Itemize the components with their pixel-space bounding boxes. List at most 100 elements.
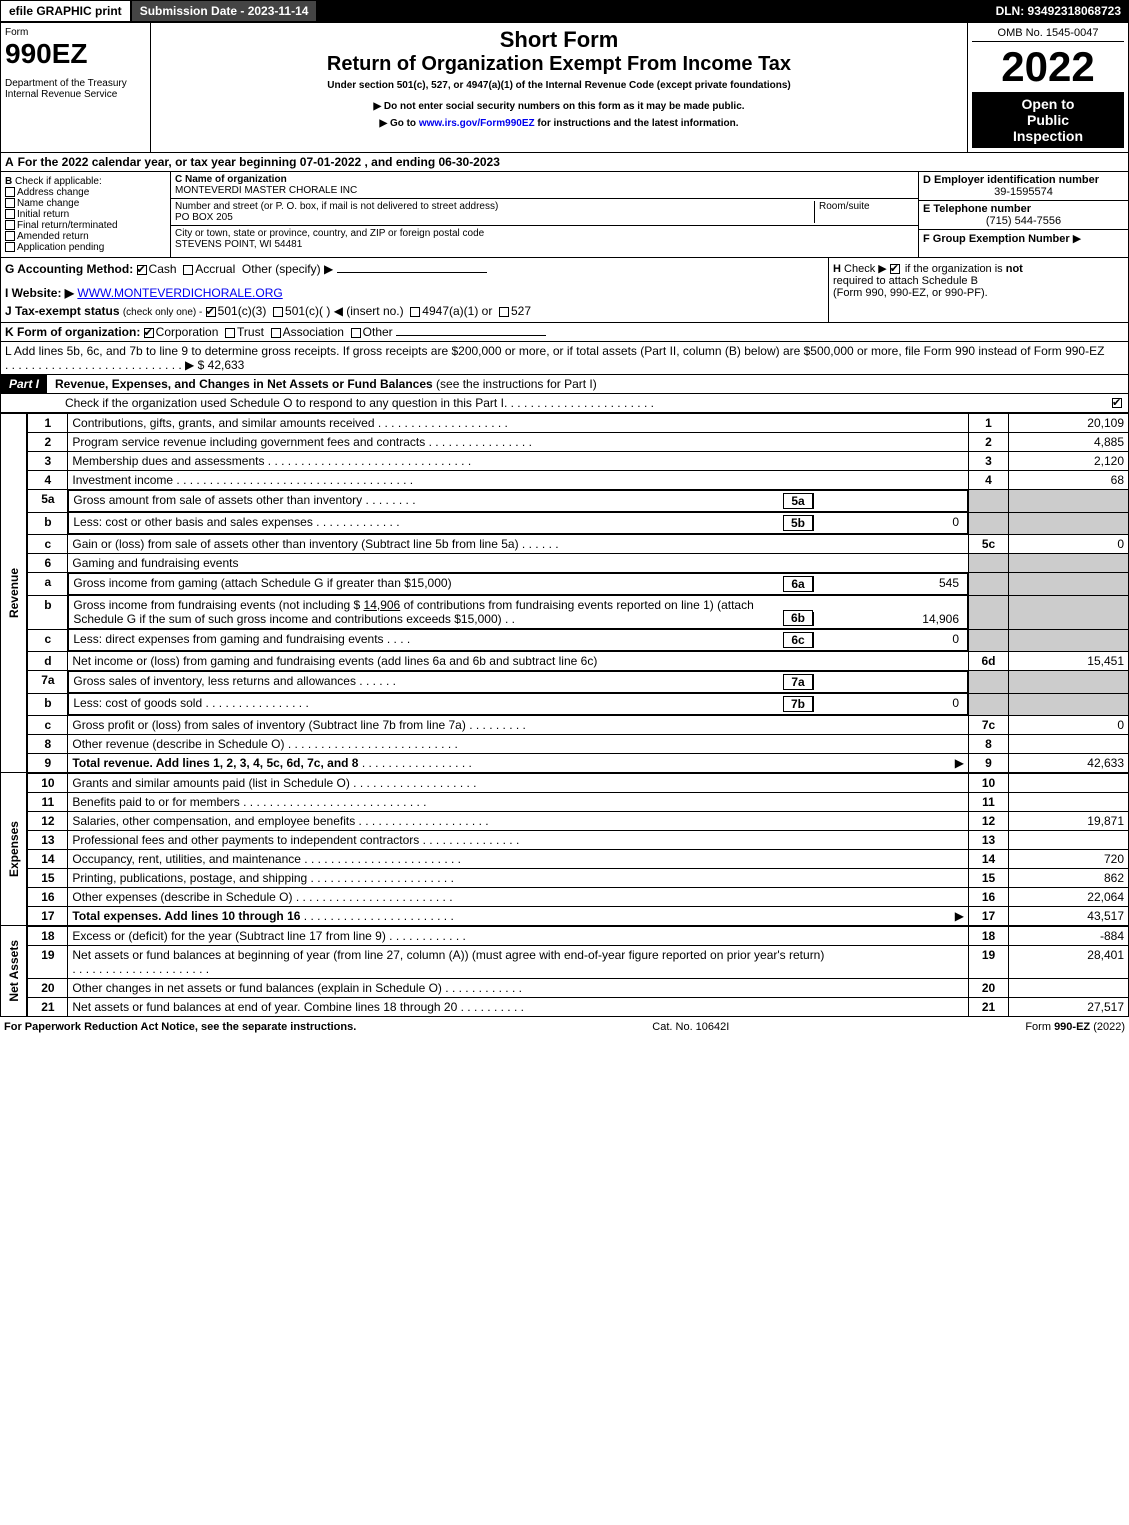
dln: DLN: 93492318068723 bbox=[988, 0, 1129, 22]
l6b-text: Gross income from fundraising events (no… bbox=[68, 595, 968, 629]
chk-address-change[interactable] bbox=[5, 187, 15, 197]
chk-cash[interactable] bbox=[137, 265, 147, 275]
l12-ref: 12 bbox=[969, 812, 1009, 831]
efile-print-button[interactable]: efile GRAPHIC print bbox=[0, 0, 131, 22]
opt-4947: 4947(a)(1) or bbox=[422, 304, 492, 318]
chk-4947[interactable] bbox=[410, 307, 420, 317]
opt-other: Other (specify) ▶ bbox=[242, 262, 333, 276]
submission-date: Submission Date - 2023-11-14 bbox=[131, 0, 318, 22]
chk-name-change[interactable] bbox=[5, 198, 15, 208]
h-text4: (Form 990, 990-EZ, or 990-PF). bbox=[833, 287, 988, 299]
l12-text: Salaries, other compensation, and employ… bbox=[68, 812, 969, 831]
l5b-amt bbox=[1009, 512, 1129, 535]
l20-ref: 20 bbox=[969, 979, 1009, 998]
l11-ref: 11 bbox=[969, 793, 1009, 812]
l7c-amt: 0 bbox=[1009, 716, 1129, 735]
chk-other-org[interactable] bbox=[351, 328, 361, 338]
l7b-sv: 0 bbox=[813, 696, 963, 712]
chk-corp[interactable] bbox=[144, 328, 154, 338]
l7b-text: Less: cost of goods sold . . . . . . . .… bbox=[68, 693, 968, 715]
chk-schedule-o[interactable] bbox=[1112, 398, 1122, 408]
f-arrow: ▶ bbox=[1073, 233, 1081, 245]
form-label: Form bbox=[5, 27, 146, 38]
chk-pending[interactable] bbox=[5, 242, 15, 252]
l15-amt: 862 bbox=[1009, 869, 1129, 888]
revenue-sidebar: Revenue bbox=[0, 413, 27, 773]
section-c: C Name of organization MONTEVERDI MASTER… bbox=[171, 172, 918, 257]
section-k: K Form of organization: Corporation Trus… bbox=[0, 323, 1129, 342]
chk-501c3[interactable] bbox=[206, 307, 216, 317]
l6d-text: Net income or (loss) from gaming and fun… bbox=[68, 652, 969, 671]
l16-ref: 16 bbox=[969, 888, 1009, 907]
l13-num: 13 bbox=[28, 831, 68, 850]
d-label: D Employer identification number bbox=[923, 174, 1124, 186]
l5c-num: c bbox=[28, 535, 68, 554]
k-label: K Form of organization: bbox=[5, 325, 140, 339]
l1-num: 1 bbox=[28, 414, 68, 433]
l6a-text: Gross income from gaming (attach Schedul… bbox=[68, 573, 968, 595]
footer-catno: Cat. No. 10642I bbox=[652, 1021, 729, 1033]
l12-amt: 19,871 bbox=[1009, 812, 1129, 831]
chk-accrual[interactable] bbox=[183, 265, 193, 275]
chk-schedule-b[interactable] bbox=[890, 264, 900, 274]
section-a: AFor the 2022 calendar year, or tax year… bbox=[0, 153, 1129, 172]
section-l: L Add lines 5b, 6c, and 7b to line 9 to … bbox=[0, 342, 1129, 375]
l16-num: 16 bbox=[28, 888, 68, 907]
part-i-label: Part I bbox=[1, 375, 47, 393]
l7a-num: 7a bbox=[28, 671, 68, 694]
l1-text: Contributions, gifts, grants, and simila… bbox=[68, 414, 969, 433]
l6-num: 6 bbox=[28, 554, 68, 573]
revenue-label: Revenue bbox=[7, 568, 21, 618]
l19-text: Net assets or fund balances at beginning… bbox=[68, 946, 969, 979]
chk-assoc[interactable] bbox=[271, 328, 281, 338]
f-label: F Group Exemption Number bbox=[923, 233, 1070, 245]
l5a-text: Gross amount from sale of assets other t… bbox=[68, 490, 968, 512]
l9-amt: 42,633 bbox=[1009, 754, 1129, 773]
part-i-title: Revenue, Expenses, and Changes in Net As… bbox=[55, 377, 433, 391]
l6c-text: Less: direct expenses from gaming and fu… bbox=[68, 629, 968, 651]
l7a-ref bbox=[969, 671, 1009, 694]
l6b-ref bbox=[969, 595, 1009, 629]
l6d-ref: 6d bbox=[969, 652, 1009, 671]
l2-text: Program service revenue including govern… bbox=[68, 433, 969, 452]
l3-ref: 3 bbox=[969, 452, 1009, 471]
opt-527: 527 bbox=[511, 304, 531, 318]
l13-amt bbox=[1009, 831, 1129, 850]
l5b-sv: 0 bbox=[813, 515, 963, 531]
l11-amt bbox=[1009, 793, 1129, 812]
chk-527[interactable] bbox=[499, 307, 509, 317]
opt-cash: Cash bbox=[149, 262, 177, 276]
inspect-l1: Open to bbox=[974, 96, 1122, 112]
l6a-sv: 545 bbox=[813, 576, 963, 592]
section-h: H Check ▶ if the organization is not req… bbox=[828, 258, 1128, 322]
chk-final-return[interactable] bbox=[5, 220, 15, 230]
l5a-amt bbox=[1009, 490, 1129, 513]
website-link[interactable]: WWW.MONTEVERDICHORALE.ORG bbox=[77, 286, 282, 300]
form-header: Form 990EZ Department of the Treasury In… bbox=[0, 22, 1129, 153]
chk-trust[interactable] bbox=[225, 328, 235, 338]
chk-501c[interactable] bbox=[273, 307, 283, 317]
street-label: Number and street (or P. O. box, if mail… bbox=[175, 201, 814, 212]
chk-amended[interactable] bbox=[5, 231, 15, 241]
l17-amt: 43,517 bbox=[1009, 907, 1129, 926]
l-text: L Add lines 5b, 6c, and 7b to line 9 to … bbox=[5, 344, 1104, 358]
tax-year: 2022 bbox=[972, 46, 1124, 88]
l18-num: 18 bbox=[28, 927, 68, 946]
section-def: D Employer identification number 39-1595… bbox=[918, 172, 1128, 257]
l7a-sv bbox=[813, 674, 963, 690]
title-short-form: Short Form bbox=[155, 27, 963, 53]
irs-label: Internal Revenue Service bbox=[5, 89, 146, 100]
inspect-l3: Inspection bbox=[974, 128, 1122, 144]
l9-num: 9 bbox=[28, 754, 68, 773]
l9-ref: 9 bbox=[969, 754, 1009, 773]
expenses-table: 10Grants and similar amounts paid (list … bbox=[27, 773, 1129, 926]
l11-text: Benefits paid to or for members . . . . … bbox=[68, 793, 969, 812]
j-label: J Tax-exempt status bbox=[5, 304, 120, 318]
h-text3: required to attach Schedule B bbox=[833, 275, 978, 287]
opt-amended: Amended return bbox=[17, 231, 89, 242]
irs-link[interactable]: www.irs.gov/Form990EZ bbox=[419, 118, 535, 129]
section-b: B Check if applicable: Address change Na… bbox=[1, 172, 171, 257]
chk-initial-return[interactable] bbox=[5, 209, 15, 219]
room-label: Room/suite bbox=[814, 201, 914, 223]
l6a-amt bbox=[1009, 573, 1129, 596]
